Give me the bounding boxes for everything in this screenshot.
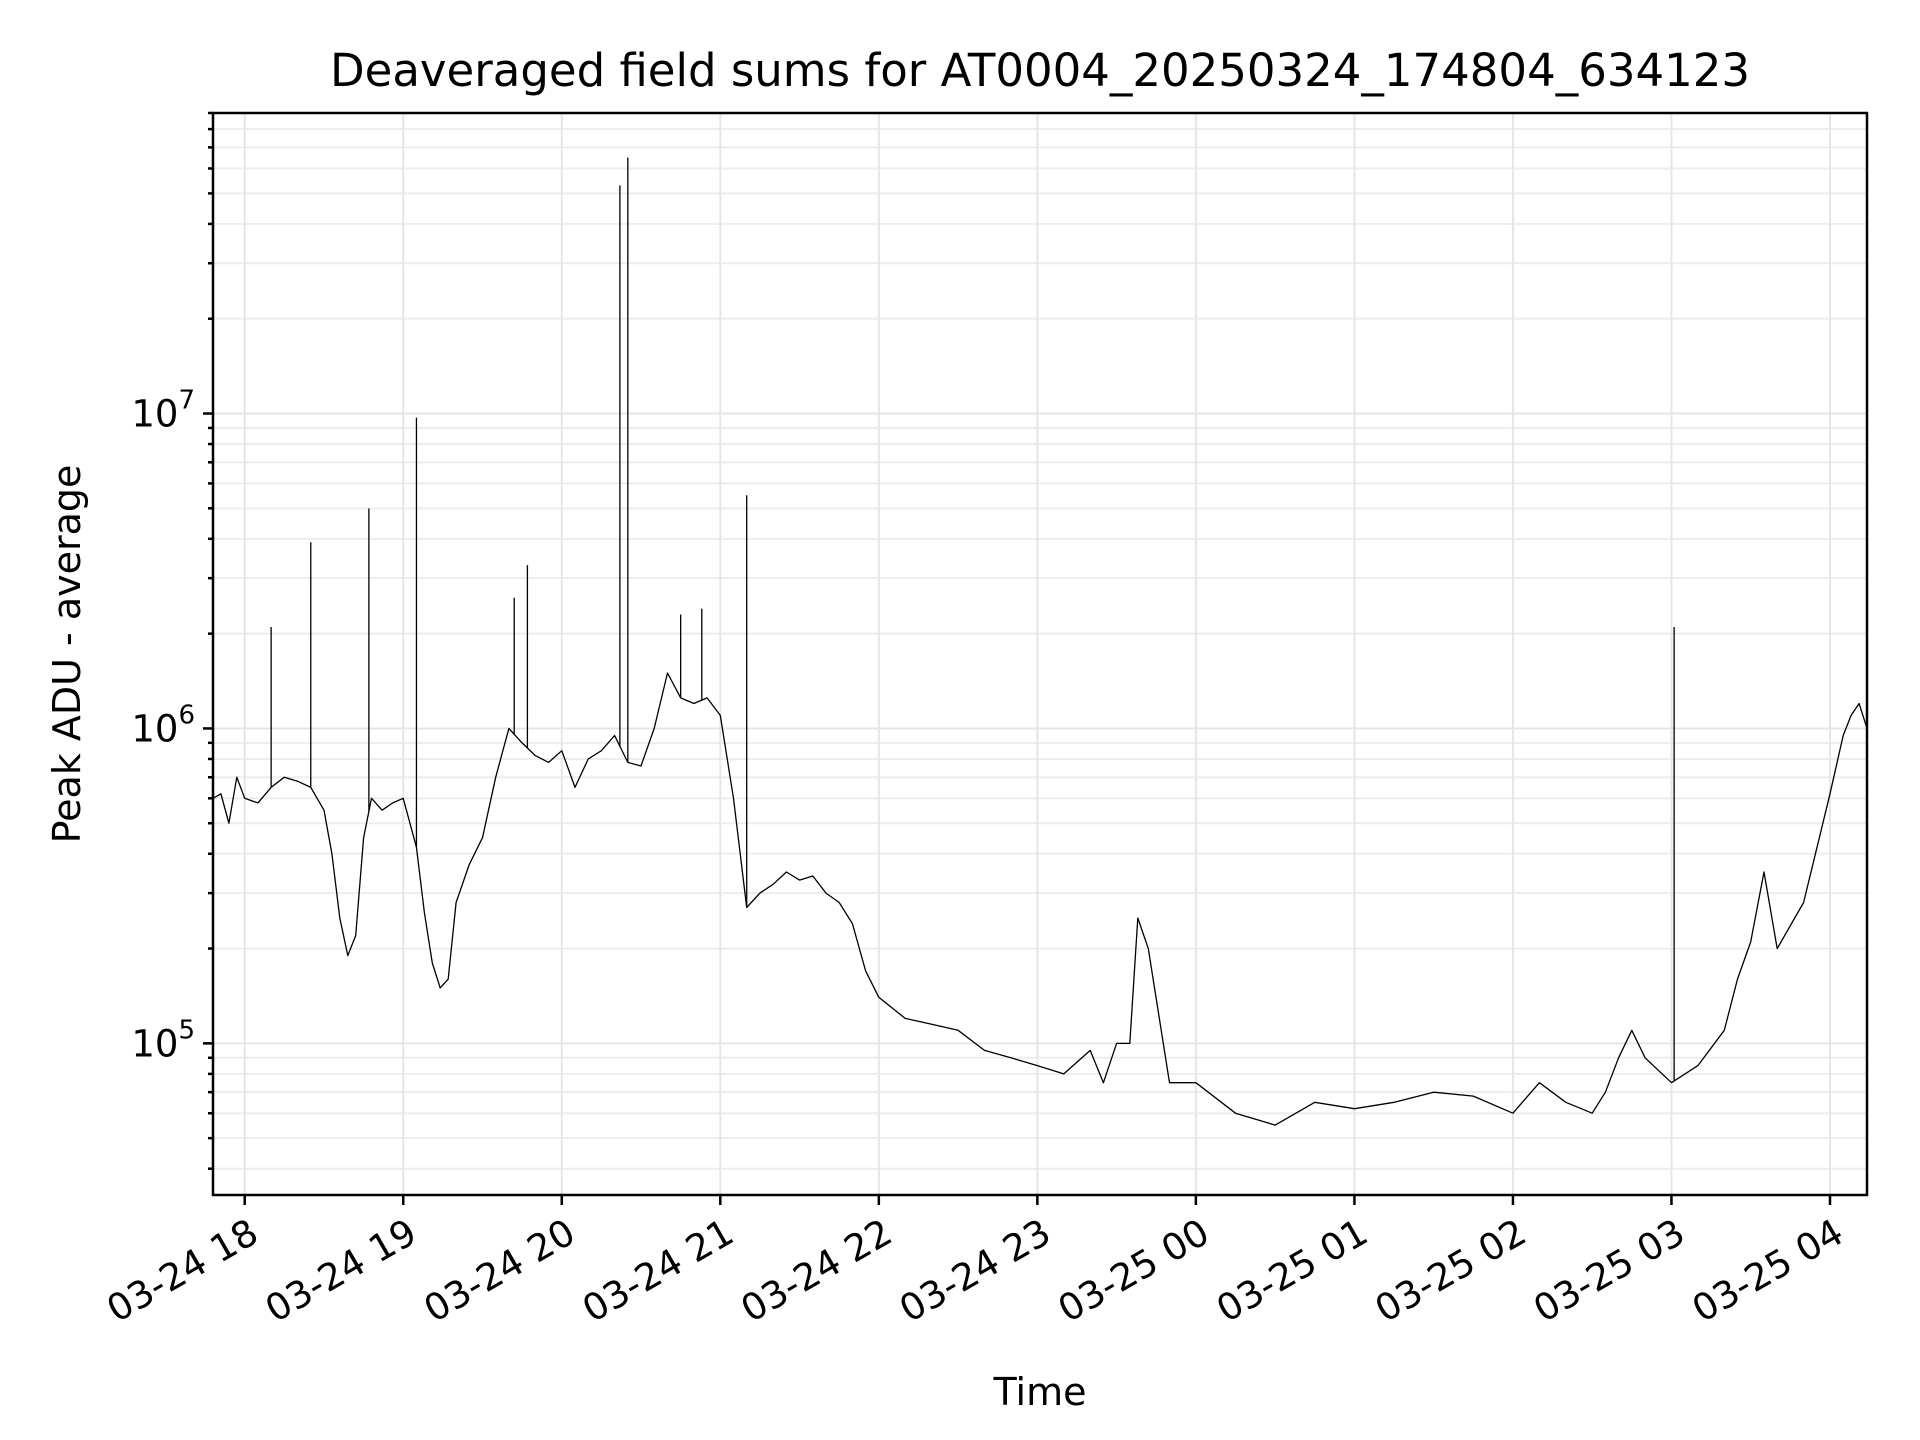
series-layer	[212, 157, 1868, 1126]
y-tick-exponent: 5	[178, 1015, 195, 1045]
y-tick-label: 105	[131, 1015, 195, 1065]
y-tick-base: 10	[131, 707, 178, 750]
series-line	[212, 672, 1868, 1126]
x-axis-label: Time	[993, 1370, 1087, 1414]
x-tick-label: 03-25 04	[1685, 1211, 1851, 1331]
grid	[213, 112, 1867, 1195]
y-tick-base: 10	[131, 393, 178, 436]
x-tick-label: 03-24 20	[417, 1211, 583, 1331]
x-tick-label: 03-25 01	[1209, 1211, 1375, 1331]
chart-title: Deaveraged field sums for AT0004_2025032…	[330, 44, 1750, 97]
x-tick-label: 03-24 19	[258, 1211, 424, 1331]
y-axis-label: Peak ADU - average	[45, 465, 89, 844]
plot-frame	[211, 111, 1869, 1197]
x-tick-label: 03-24 22	[734, 1211, 900, 1331]
y-tick-label: 106	[131, 700, 195, 750]
y-tick-exponent: 7	[178, 386, 195, 416]
y-tick-label: 107	[131, 386, 195, 436]
y-tick-base: 10	[131, 1022, 178, 1065]
x-tick-label: 03-25 02	[1368, 1211, 1534, 1331]
y-tick-exponent: 6	[178, 700, 195, 730]
x-tick-label: 03-25 00	[1051, 1211, 1217, 1331]
x-tick-label: 03-24 21	[575, 1211, 741, 1331]
x-tick-label: 03-24 23	[892, 1211, 1058, 1331]
x-tick-label: 03-25 03	[1526, 1211, 1692, 1331]
x-tick-label: 03-24 18	[100, 1211, 266, 1331]
